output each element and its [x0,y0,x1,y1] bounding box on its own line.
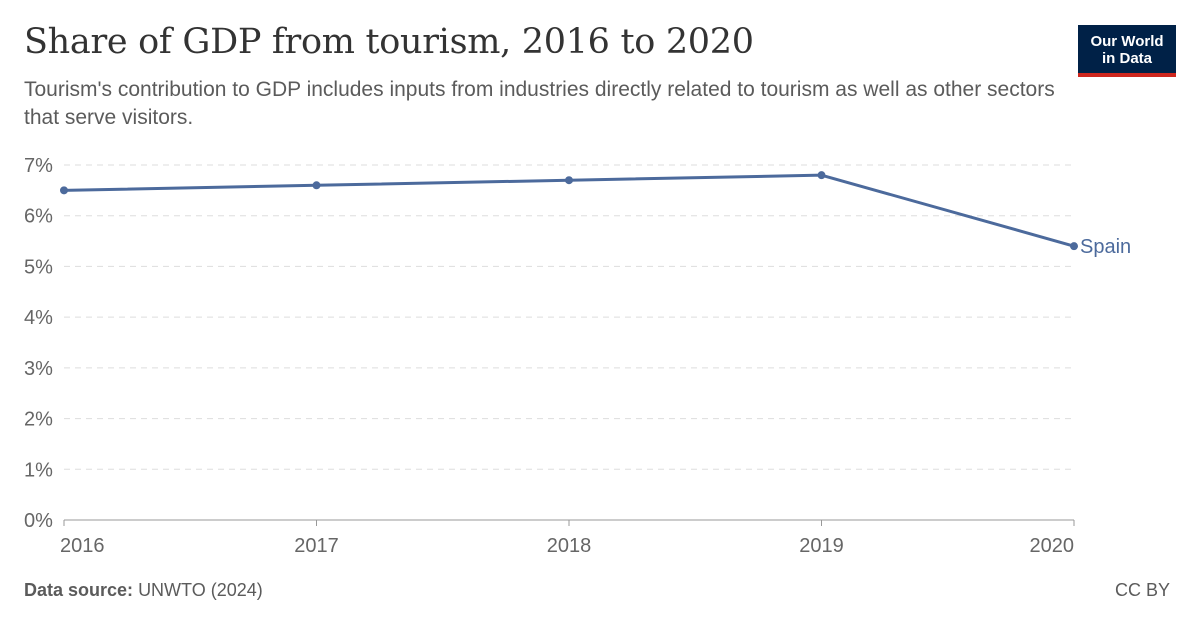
y-tick-label: 1% [24,459,53,481]
y-tick-label: 2% [24,409,53,431]
y-tick-label: 4% [24,307,53,329]
series-layer: Spain [60,171,1131,258]
y-tick-label: 7% [24,155,53,177]
chart-title: Share of GDP from tourism, 2016 to 2020 [24,22,754,62]
data-point[interactable] [817,171,826,180]
logo-line-2: in Data [1101,50,1152,67]
chart-subtitle: Tourism's contribution to GDP includes i… [24,78,1055,129]
x-tick-label: 2020 [1030,535,1075,557]
x-tick-label: 2018 [547,535,592,557]
data-source-label: Data source: [24,580,134,600]
data-point[interactable] [565,176,573,185]
grid-lines [64,164,1074,470]
data-source-link[interactable]: UNWTO (2024) [138,580,263,600]
x-tick-label: 2017 [294,535,339,557]
series-label[interactable]: Spain [1080,236,1131,258]
y-tick-label: 3% [24,358,53,380]
data-point[interactable] [1070,242,1078,251]
x-tick-label: 2019 [799,535,844,557]
y-axis-tick-labels: 0% 1% 2% 3% 4% 5% 6% 7% [24,155,53,532]
data-point[interactable] [60,186,68,195]
logo-line-1: Our World [1090,33,1164,50]
series-line-spain[interactable] [62,173,1076,248]
x-axis: 2016 2017 2018 2019 2020 [60,519,1075,557]
x-tick-label: 2016 [60,535,105,557]
data-source: Data source: UNWTO (2024) [24,580,263,601]
data-point[interactable] [312,181,321,190]
owid-logo[interactable]: Our World in Data [1078,25,1176,77]
y-tick-label: 5% [24,256,53,278]
y-tick-label: 6% [24,206,53,228]
license-link[interactable]: CC BY [1114,580,1170,600]
y-tick-label: 0% [24,510,53,532]
